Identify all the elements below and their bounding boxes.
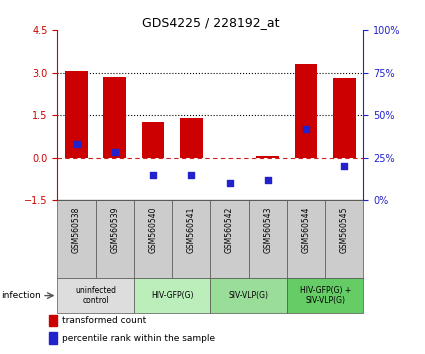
Text: GSM560544: GSM560544 <box>301 206 311 253</box>
Point <box>111 150 118 155</box>
Bar <box>249 200 287 278</box>
Bar <box>210 200 249 278</box>
Text: GSM560540: GSM560540 <box>148 206 158 253</box>
Point <box>150 172 156 177</box>
Bar <box>325 200 363 278</box>
Text: SIV-VLP(G): SIV-VLP(G) <box>229 291 269 300</box>
Bar <box>287 200 325 278</box>
Text: percentile rank within the sample: percentile rank within the sample <box>62 333 215 343</box>
Point <box>303 126 309 131</box>
Bar <box>142 122 164 158</box>
Bar <box>96 200 134 278</box>
Bar <box>180 118 203 158</box>
Text: GSM560538: GSM560538 <box>72 206 81 253</box>
Text: GSM560539: GSM560539 <box>110 206 119 253</box>
Point <box>341 163 348 169</box>
Point <box>226 180 233 186</box>
Text: infection: infection <box>2 291 41 300</box>
Bar <box>210 278 287 313</box>
Text: GSM560543: GSM560543 <box>263 206 272 253</box>
Text: GSM560542: GSM560542 <box>225 206 234 253</box>
Bar <box>57 200 96 278</box>
Bar <box>287 278 363 313</box>
Bar <box>49 315 57 326</box>
Point <box>264 177 271 182</box>
Text: HIV-GFP(G): HIV-GFP(G) <box>151 291 193 300</box>
Bar <box>333 78 356 158</box>
Bar <box>172 200 210 278</box>
Bar <box>134 200 172 278</box>
Bar <box>57 278 134 313</box>
Bar <box>49 332 57 343</box>
Text: transformed count: transformed count <box>62 316 146 325</box>
Text: uninfected
control: uninfected control <box>75 286 116 305</box>
Bar <box>103 77 126 158</box>
Text: GSM560541: GSM560541 <box>187 206 196 253</box>
Bar <box>65 71 88 158</box>
Bar <box>256 155 279 158</box>
Bar <box>295 64 317 158</box>
Point <box>188 172 195 177</box>
Point <box>73 141 80 147</box>
Text: HIV-GFP(G) +
SIV-VLP(G): HIV-GFP(G) + SIV-VLP(G) <box>300 286 351 305</box>
Bar <box>134 278 210 313</box>
Title: GDS4225 / 228192_at: GDS4225 / 228192_at <box>142 16 279 29</box>
Text: GSM560545: GSM560545 <box>340 206 349 253</box>
